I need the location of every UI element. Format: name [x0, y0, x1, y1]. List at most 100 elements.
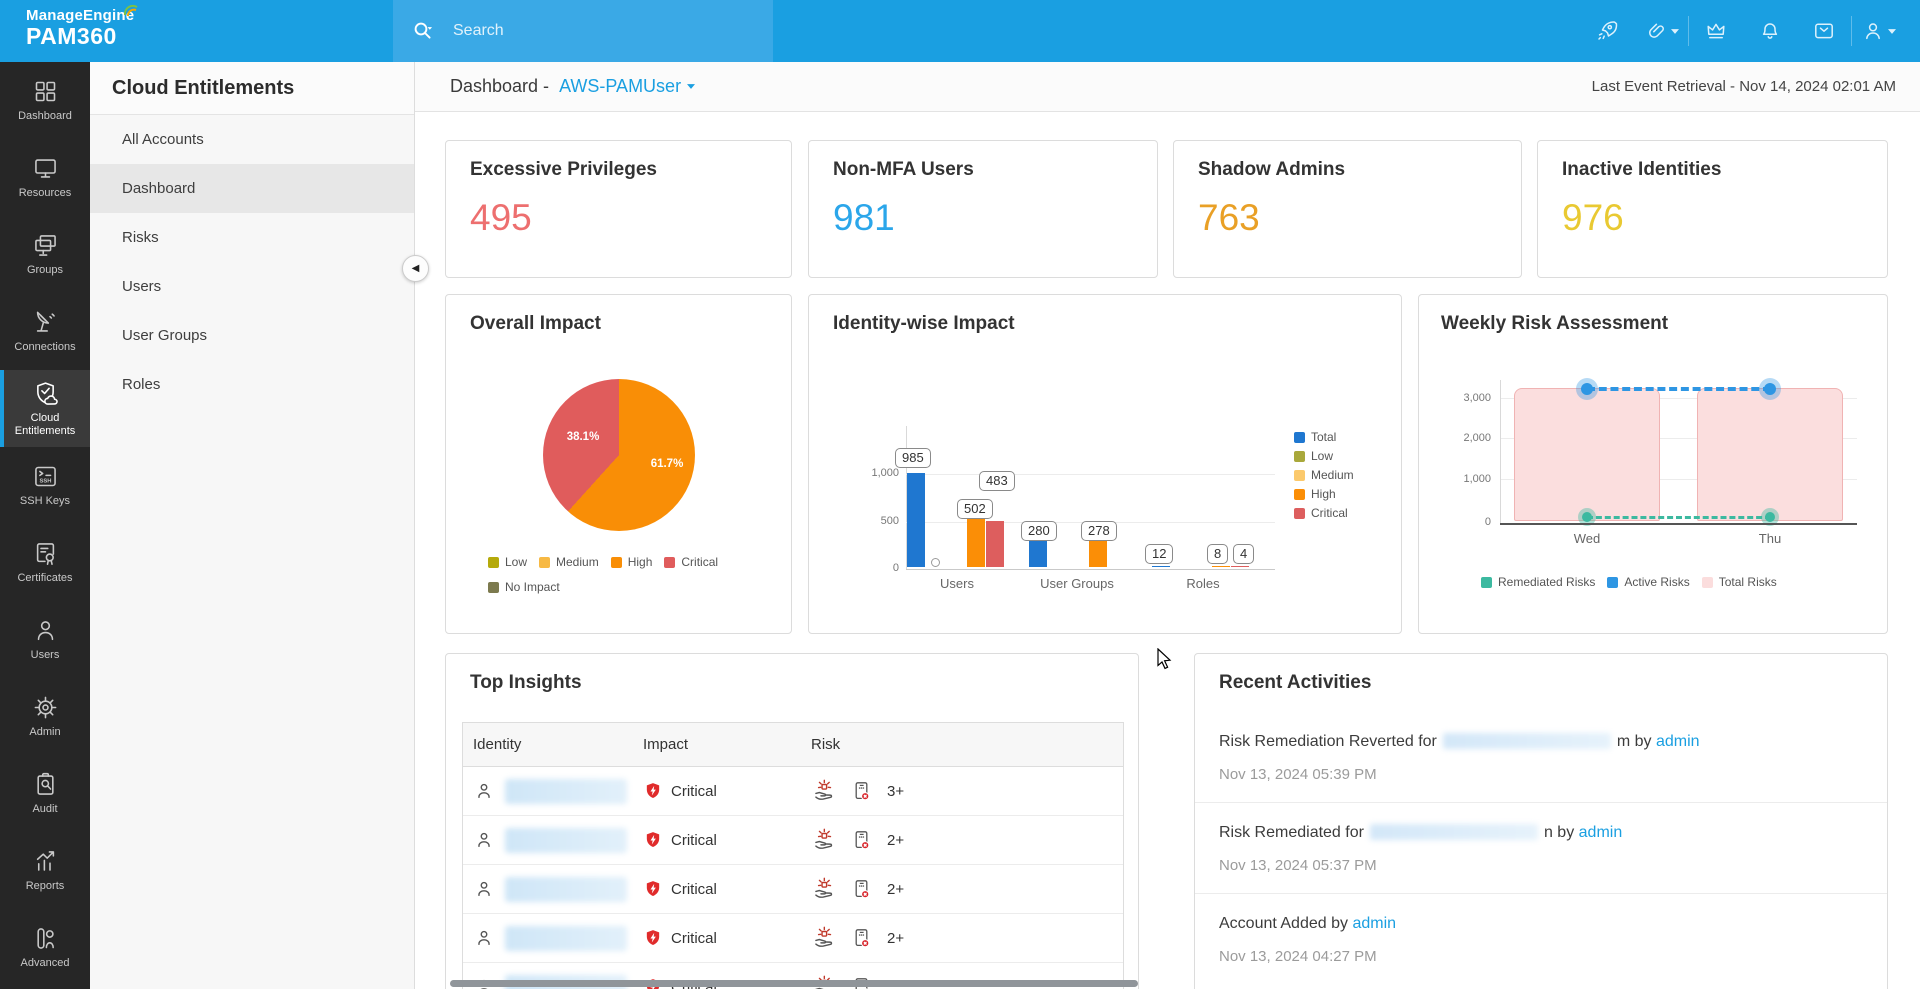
stat-value[interactable]: 981	[833, 197, 895, 238]
rail-item-certificates[interactable]: Certificates	[0, 524, 90, 601]
brand-logo[interactable]: ManageEngine PAM360	[26, 4, 138, 48]
bar-roles-high[interactable]	[1212, 565, 1230, 567]
bar-roles-total[interactable]	[1152, 565, 1170, 567]
legend-item[interactable]: Remediated Risks	[1481, 575, 1595, 589]
legend-item[interactable]: Active Risks	[1607, 575, 1690, 589]
bar-users-total[interactable]	[907, 472, 925, 567]
table-row[interactable]: Critical 2+	[463, 865, 1123, 914]
active-risks-point-wed[interactable]	[1576, 378, 1598, 400]
remediated-risks-point-wed[interactable]	[1578, 508, 1596, 526]
topbar: ManageEngine PAM360	[0, 0, 1920, 62]
total-risks-area-wed[interactable]	[1514, 387, 1660, 521]
module-sidebar: Cloud Entitlements All Accounts Dashboar…	[90, 62, 415, 989]
chart-title: Overall Impact	[470, 313, 601, 334]
sidebar-item-risks[interactable]: Risks	[122, 229, 159, 246]
risk-count: 2+	[887, 880, 905, 898]
bar-roles-critical[interactable]	[1231, 565, 1249, 567]
table-row[interactable]: Critical 3+	[463, 767, 1123, 816]
account-selector[interactable]: AWS-PAMUser	[559, 76, 696, 97]
actor-link[interactable]: admin	[1352, 915, 1397, 932]
search-icon[interactable]	[411, 19, 435, 43]
stat-card-non-mfa-users: Non-MFA Users 981	[808, 140, 1158, 278]
bell-icon[interactable]	[1743, 0, 1797, 62]
rail-item-users[interactable]: Users	[0, 601, 90, 678]
stat-value[interactable]: 976	[1562, 197, 1624, 238]
stat-value[interactable]: 763	[1198, 197, 1260, 238]
recent-activities-card: Recent Activities Risk Remediation Rever…	[1194, 653, 1888, 989]
remediated-risks-point-thu[interactable]	[1761, 508, 1779, 526]
active-risks-point-thu[interactable]	[1759, 378, 1781, 400]
total-risks-area-thu[interactable]	[1697, 387, 1843, 521]
bar-users-high[interactable]	[967, 519, 985, 567]
rail-item-connections[interactable]: Connections	[0, 293, 90, 370]
col-header-risk[interactable]: Risk	[811, 736, 841, 753]
mail-icon[interactable]	[1797, 0, 1851, 62]
legend-item[interactable]: Critical	[664, 555, 718, 569]
rocket-icon[interactable]	[1580, 0, 1634, 62]
rail-item-reports[interactable]: Reports	[0, 832, 90, 909]
certificate-icon	[36, 543, 54, 566]
legend-item[interactable]: Low	[1294, 449, 1333, 463]
legend-item[interactable]: Medium	[1294, 468, 1354, 482]
pie-slice-label: 38.1%	[566, 431, 600, 443]
actor-link[interactable]: admin	[1578, 824, 1623, 841]
y-tick: 3,000	[1463, 392, 1491, 404]
monitor-icon	[34, 159, 56, 178]
privilege-alert-icon	[815, 926, 833, 947]
rail-item-resources[interactable]: Resources	[0, 139, 90, 216]
table-row[interactable]: Critical 2+	[463, 914, 1123, 963]
legend-item[interactable]: Critical	[1294, 506, 1348, 520]
legend-item[interactable]: No Impact	[488, 580, 560, 594]
zero-value-marker	[931, 558, 940, 567]
x-tick-users: Users	[940, 576, 974, 591]
redacted-resource	[1369, 824, 1538, 840]
search-input[interactable]	[451, 21, 711, 41]
y-axis	[906, 426, 907, 569]
rail-item-advanced[interactable]: Advanced	[0, 909, 90, 986]
bar-users-critical[interactable]	[986, 520, 1004, 567]
rail-item-ssh-keys[interactable]: SSH SSH Keys	[0, 447, 90, 524]
chevron-down-icon	[1888, 28, 1896, 34]
stat-value[interactable]: 495	[470, 197, 532, 238]
rail-item-groups[interactable]: Groups	[0, 216, 90, 293]
col-header-identity[interactable]: Identity	[473, 736, 522, 753]
legend-item[interactable]: High	[610, 555, 652, 569]
col-header-impact[interactable]: Impact	[643, 736, 689, 753]
bar-value-label: 8	[1207, 544, 1229, 564]
sidebar-item-roles[interactable]: Roles	[122, 376, 161, 393]
gridline	[1500, 398, 1857, 399]
bar-usergroups-total[interactable]	[1029, 540, 1047, 567]
top-insights-table: Identity Impact Risk Critical 3+ Critica…	[462, 722, 1124, 989]
user-menu-icon[interactable]	[1852, 0, 1906, 62]
legend-item[interactable]: High	[1294, 487, 1336, 501]
rail-item-admin[interactable]: Admin	[0, 678, 90, 755]
section-title: Top Insights	[470, 672, 582, 693]
rail-item-dashboard[interactable]: Dashboard	[0, 62, 90, 139]
advanced-icon	[36, 928, 54, 950]
table-row[interactable]: Critical 2+	[463, 816, 1123, 865]
sidebar-item-user-groups[interactable]: User Groups	[122, 327, 208, 344]
sidebar-collapse-button[interactable]: ◀	[402, 255, 429, 282]
link-icon[interactable]	[1634, 0, 1688, 62]
legend-item[interactable]: Low	[488, 555, 527, 569]
sidebar-item-users[interactable]: Users	[122, 278, 162, 295]
impact-label: Critical	[671, 929, 717, 947]
legend-item[interactable]: Total	[1294, 430, 1336, 444]
horizontal-scrollbar[interactable]	[450, 980, 1138, 987]
crown-icon[interactable]	[1689, 0, 1743, 62]
stat-card-shadow-admins: Shadow Admins 763	[1173, 140, 1522, 278]
access-card-x-icon	[855, 880, 870, 899]
sidebar-item-all-accounts[interactable]: All Accounts	[122, 131, 204, 148]
search-bar	[393, 0, 773, 62]
gridline	[1500, 479, 1857, 480]
sidebar-item-dashboard[interactable]: Dashboard	[90, 164, 414, 213]
stat-label: Inactive Identities	[1562, 159, 1722, 180]
gridline	[906, 474, 1275, 475]
legend-item[interactable]: Medium	[539, 555, 599, 569]
rail-item-cloud-entitlements[interactable]: Cloud Entitlements	[0, 370, 90, 447]
overall-impact-pie[interactable]	[543, 379, 695, 531]
bar-usergroups-high[interactable]	[1089, 540, 1107, 567]
rail-item-audit[interactable]: Audit	[0, 755, 90, 832]
legend-item[interactable]: Total Risks	[1701, 575, 1777, 589]
actor-link[interactable]: admin	[1656, 733, 1700, 750]
